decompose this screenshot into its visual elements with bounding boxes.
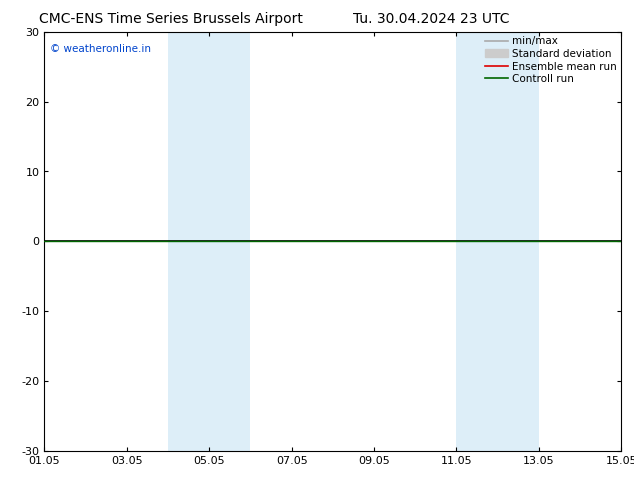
Bar [168, 32, 250, 451]
Text: CMC-ENS Time Series Brussels Airport: CMC-ENS Time Series Brussels Airport [39, 12, 303, 26]
Text: © weatheronline.in: © weatheronline.in [50, 45, 151, 54]
Text: Tu. 30.04.2024 23 UTC: Tu. 30.04.2024 23 UTC [353, 12, 509, 26]
Bar [456, 32, 539, 451]
Legend: min/max, Standard deviation, Ensemble mean run, Controll run: min/max, Standard deviation, Ensemble me… [482, 34, 619, 86]
